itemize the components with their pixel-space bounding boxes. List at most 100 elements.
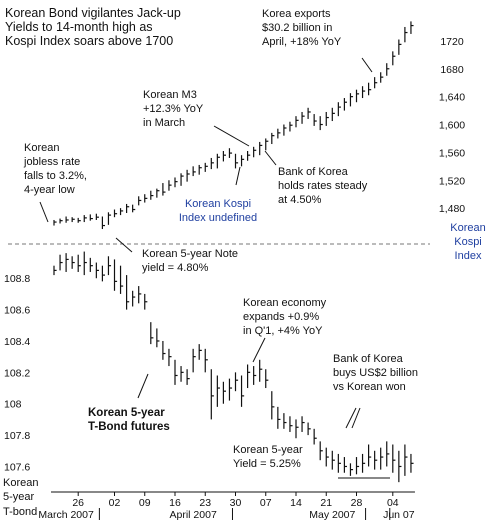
kospi-bar: [289, 121, 293, 132]
kospi-tick-label: 1,640: [439, 92, 465, 104]
kospi-bar: [216, 153, 220, 169]
bond-bar: [186, 369, 190, 385]
kospi-bar: [198, 164, 202, 175]
bond-bar: [168, 348, 172, 367]
bond-bar: [295, 419, 299, 439]
bond-tick-label: 107.6: [4, 461, 30, 473]
bond-axis-label: Korean 5-year T-bond: [3, 477, 38, 518]
bond-bar: [307, 422, 311, 436]
kospi-bar: [247, 150, 251, 161]
kospi-bar: [307, 107, 311, 119]
chart-title: Korean Bond vigilantes Jack-up Yields to …: [5, 6, 181, 48]
bond-bar: [404, 444, 408, 476]
kospi-bar: [404, 26, 408, 43]
annotation-bond-series: Korean 5-year T-Bond futures: [88, 407, 170, 433]
kospi-bar: [398, 39, 402, 55]
annotation-jobless: Korean jobless rate falls to 3.2%, 4-year l…: [23, 142, 87, 196]
kospi-bar: [349, 93, 354, 107]
x-tick-label: 14: [290, 497, 302, 509]
kospi-bar: [132, 204, 136, 213]
bond-bar: [180, 366, 184, 382]
bond-bar: [331, 450, 335, 470]
month-label: March 2007: [38, 509, 94, 521]
kospi-bar: [210, 157, 214, 170]
annotation-boc-hold: Bank of Korea holds rates steady at 4.50%: [278, 166, 368, 206]
bond-bar: [271, 391, 275, 420]
annotation-exports: Korea exports $30.2 billion in April, +18%…: [262, 8, 342, 48]
bond-bar: [313, 428, 317, 445]
kospi-tick-labels: 1,480 1,520 1,560 1,600 1,640 1680 1720: [439, 36, 465, 215]
bond-bar: [101, 265, 105, 282]
kospi-bar: [343, 98, 347, 111]
kospi-bar: [222, 150, 226, 162]
bond-bar: [337, 453, 341, 473]
bond-bar: [386, 441, 390, 467]
kospi-bar: [253, 146, 257, 158]
x-tick-label: 21: [320, 497, 332, 509]
bond-bar: [234, 372, 239, 392]
annotation-kospi-series: Korean Kospi Index undefined: [179, 198, 257, 224]
kospi-bar: [192, 166, 196, 177]
bond-bar: [349, 463, 354, 476]
bond-bar: [343, 457, 347, 473]
bond-bar: [319, 441, 323, 461]
kospi-bar: [283, 124, 287, 136]
kospi-bar: [180, 173, 184, 186]
bond-bar: [95, 262, 99, 279]
arrow-exports: [361, 57, 373, 73]
kospi-axis-label: Korean Kospi Index: [450, 222, 485, 262]
bond-bar: [132, 290, 136, 307]
bond-bar: [162, 340, 166, 360]
arrow-gdp: [252, 337, 266, 363]
kospi-bar: [374, 77, 378, 89]
kospi-bars: [53, 21, 414, 230]
kospi-bar: [204, 162, 208, 172]
bond-bar: [119, 265, 124, 294]
kospi-bar: [325, 111, 329, 126]
arrow-boc-hold: [264, 150, 277, 166]
kospi-panel: 1,480 1,520 1,560 1,600 1,640 1680 1720: [53, 21, 465, 230]
annotation-gdp: Korean economy expands +0.9% in Q'1, +4% Y…: [243, 297, 327, 337]
bond-tick-labels: 107.6 107.8 108 108.2 108.4 108.6 108.8: [4, 273, 30, 473]
bond-bar: [361, 453, 366, 473]
kospi-bar: [83, 215, 87, 223]
kospi-bar: [95, 213, 99, 220]
bond-bar: [156, 328, 160, 348]
kospi-bar: [410, 21, 414, 34]
bond-bars: [53, 251, 414, 483]
bond-tick-label: 108.8: [4, 273, 30, 285]
bond-bar: [253, 366, 257, 385]
bond-bar: [138, 286, 142, 304]
x-tick-label: 04: [387, 497, 399, 509]
kospi-tick-label: 1,520: [439, 175, 465, 187]
bond-bar: [150, 322, 154, 345]
kospi-bar: [174, 177, 178, 188]
bond-bar: [228, 378, 233, 401]
title-text: Korean Bond vigilantes Jack-up Yields to …: [5, 6, 181, 48]
x-tick-label: 23: [199, 497, 211, 509]
kospi-bar: [77, 217, 81, 223]
kospi-tick-label: 1,480: [439, 203, 465, 215]
kospi-bar: [101, 216, 105, 230]
month-label: May 2007: [309, 509, 355, 521]
bond-bar: [222, 381, 226, 404]
bond-bar: [265, 369, 269, 389]
bond-bar: [125, 275, 130, 310]
kospi-bar: [71, 217, 75, 223]
bond-bar: [240, 375, 245, 407]
annotation-arrows: [39, 57, 390, 479]
x-tick-label: 28: [351, 497, 363, 509]
bond-bar: [71, 256, 75, 269]
bond-tick-label: 108: [4, 399, 22, 411]
x-tick-label: 09: [139, 497, 151, 509]
bond-bar: [283, 413, 287, 429]
kospi-bar: [265, 138, 269, 151]
kospi-bar: [156, 188, 160, 198]
month-label: Jun 07: [383, 509, 415, 521]
bond-bar: [174, 359, 178, 385]
kospi-bar: [355, 89, 360, 103]
annotation-m3: Korean M3 +12.3% YoY in March: [143, 89, 204, 129]
arrow-boc-buys-1: [345, 407, 357, 429]
kospi-bar: [168, 180, 172, 191]
